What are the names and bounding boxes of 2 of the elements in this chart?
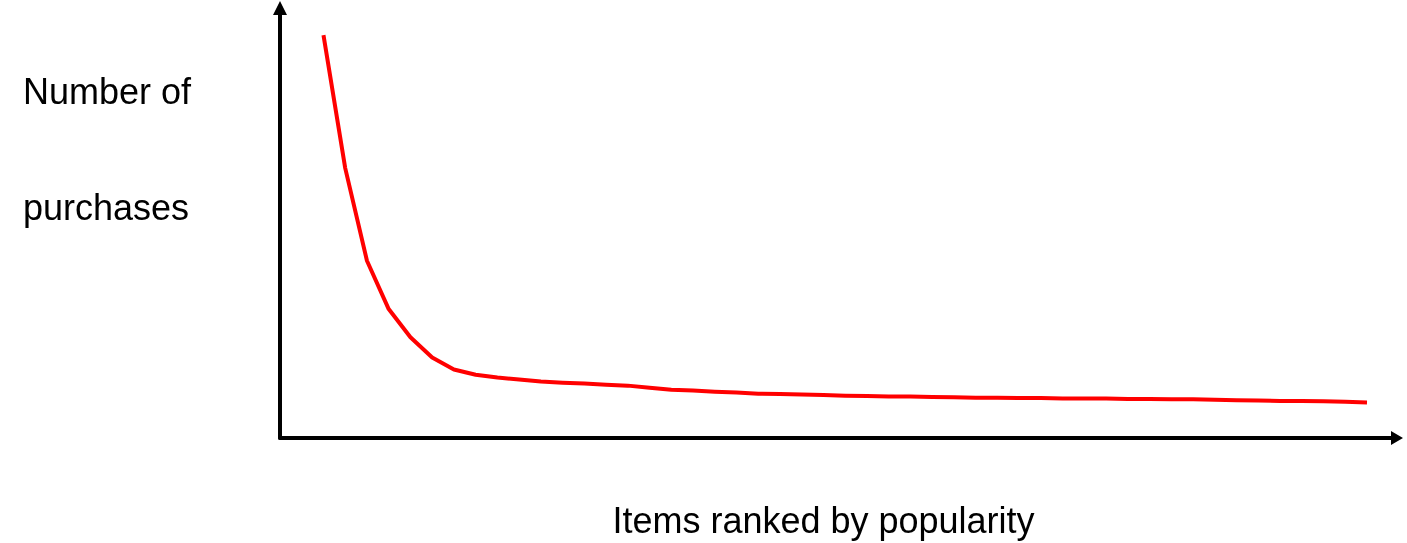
x-axis-title: Items ranked by popularity xyxy=(612,499,1035,541)
text: Number of purchases xyxy=(23,70,192,228)
